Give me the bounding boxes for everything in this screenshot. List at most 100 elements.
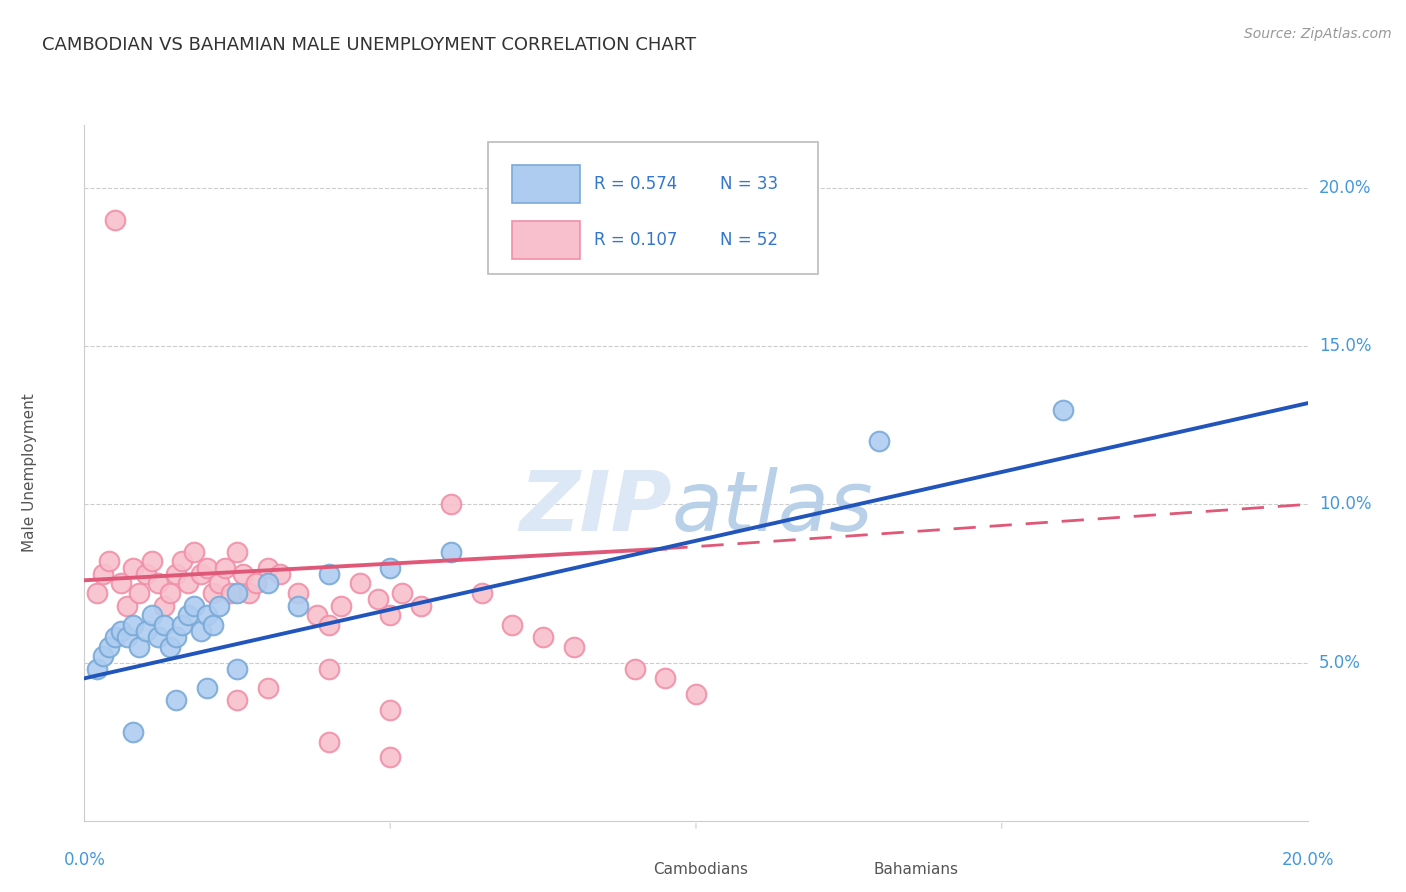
Point (318, 617, 340, 632)
Point (226, 545, 249, 559)
Point (115, 630, 138, 644)
Point (172, 554, 194, 568)
Point (226, 662, 249, 676)
Point (391, 586, 413, 600)
Point (380, 750, 402, 764)
Point (367, 592, 389, 607)
Text: Male Unemployment: Male Unemployment (22, 393, 37, 552)
Point (409, 599, 432, 613)
Point (232, 566, 254, 581)
Point (201, 586, 224, 600)
FancyBboxPatch shape (513, 165, 579, 203)
Text: Bahamians: Bahamians (873, 862, 959, 877)
Point (104, 630, 127, 644)
Point (245, 576, 267, 591)
Point (153, 617, 176, 632)
Point (128, 586, 150, 600)
Text: 5.0%: 5.0% (1319, 654, 1361, 672)
Text: Cambodians: Cambodians (654, 862, 748, 877)
Point (380, 608, 402, 623)
Point (440, 545, 463, 559)
Text: atlas: atlas (672, 467, 873, 548)
Point (330, 599, 353, 613)
Point (257, 560, 280, 574)
Point (141, 554, 163, 568)
Point (624, 662, 647, 676)
Point (226, 586, 249, 600)
Point (97, 554, 120, 568)
Point (531, 630, 554, 644)
Point (562, 640, 585, 654)
Point (110, 624, 132, 638)
Text: N = 52: N = 52 (720, 231, 779, 249)
Point (183, 599, 205, 613)
Point (238, 586, 260, 600)
Text: 15.0%: 15.0% (1319, 337, 1371, 355)
Text: R = 0.574: R = 0.574 (595, 175, 678, 193)
Point (183, 545, 205, 559)
Text: Source: ZipAtlas.com: Source: ZipAtlas.com (1244, 27, 1392, 41)
Point (195, 608, 218, 623)
FancyBboxPatch shape (598, 855, 644, 887)
Point (165, 693, 187, 707)
Point (165, 630, 187, 644)
Point (97, 640, 120, 654)
Point (257, 681, 280, 695)
Point (226, 693, 249, 707)
Point (153, 599, 176, 613)
Point (305, 608, 328, 623)
Point (86, 586, 108, 600)
Point (165, 566, 187, 581)
Text: ZIP: ZIP (519, 467, 672, 548)
Point (195, 560, 218, 574)
Point (135, 624, 157, 638)
Text: N = 33: N = 33 (720, 175, 779, 193)
Point (159, 640, 181, 654)
Point (104, 212, 127, 227)
Point (214, 560, 236, 574)
Point (318, 662, 340, 676)
Point (115, 599, 138, 613)
Point (380, 560, 402, 574)
Point (91, 566, 114, 581)
Point (128, 640, 150, 654)
Point (135, 566, 157, 581)
Point (141, 608, 163, 623)
Point (146, 576, 169, 591)
Point (440, 497, 463, 511)
Point (86, 662, 108, 676)
FancyBboxPatch shape (488, 142, 818, 275)
Text: 20.0%: 20.0% (1319, 179, 1371, 197)
Point (172, 617, 194, 632)
Point (1052, 402, 1074, 417)
Text: 0.0%: 0.0% (63, 851, 105, 869)
Point (380, 703, 402, 717)
FancyBboxPatch shape (513, 220, 579, 259)
Point (195, 681, 218, 695)
Point (159, 586, 181, 600)
Point (219, 586, 242, 600)
Point (502, 617, 524, 632)
Point (349, 576, 371, 591)
Text: R = 0.107: R = 0.107 (595, 231, 678, 249)
Point (318, 566, 340, 581)
Point (110, 576, 132, 591)
Point (471, 586, 494, 600)
Point (122, 725, 145, 739)
Point (287, 599, 309, 613)
Point (190, 566, 212, 581)
Point (318, 734, 340, 748)
FancyBboxPatch shape (818, 855, 865, 887)
Point (122, 560, 145, 574)
Point (122, 617, 145, 632)
Point (177, 608, 200, 623)
Point (257, 576, 280, 591)
Point (287, 586, 309, 600)
Point (208, 576, 231, 591)
Point (91, 649, 114, 664)
Point (190, 624, 212, 638)
Text: 20.0%: 20.0% (1281, 851, 1334, 869)
Text: 10.0%: 10.0% (1319, 495, 1371, 514)
Point (146, 630, 169, 644)
Point (269, 566, 291, 581)
